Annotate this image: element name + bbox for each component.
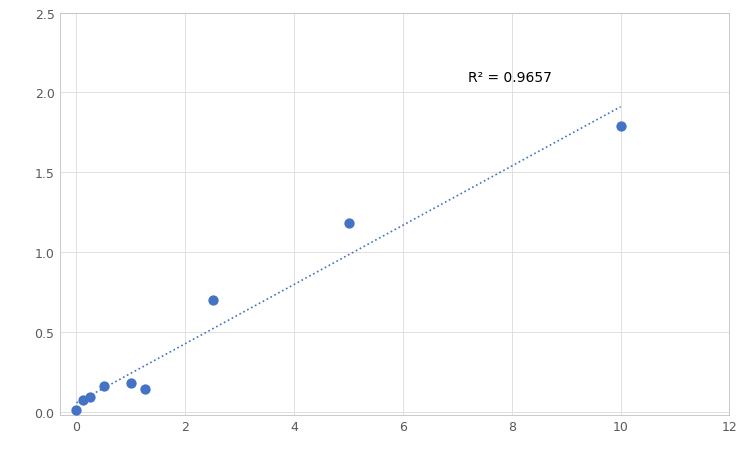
Point — [614, 123, 626, 130]
Point — [84, 394, 96, 401]
Point — [77, 397, 89, 404]
Point — [342, 220, 354, 227]
Point — [98, 382, 110, 390]
Point — [125, 379, 137, 387]
Point — [71, 406, 83, 414]
Point — [138, 386, 150, 393]
Text: R² = 0.9657: R² = 0.9657 — [468, 71, 552, 85]
Point — [207, 297, 219, 304]
